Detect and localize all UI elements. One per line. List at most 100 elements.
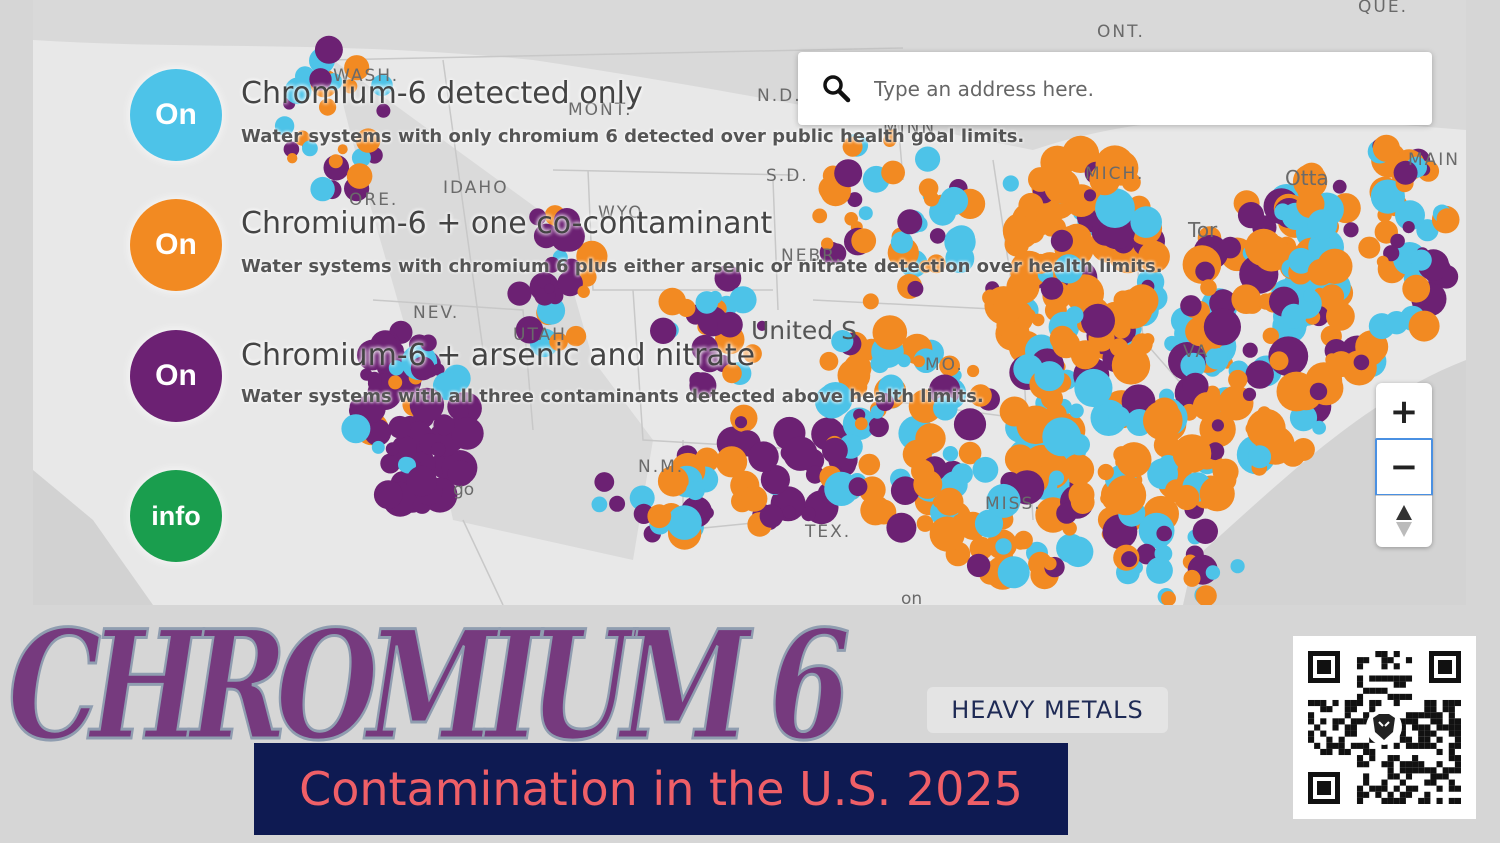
water-system-marker[interactable] xyxy=(1408,310,1440,342)
water-system-marker[interactable] xyxy=(1083,189,1097,202)
water-system-marker[interactable] xyxy=(1081,303,1115,338)
water-system-marker[interactable] xyxy=(890,231,914,254)
water-system-marker[interactable] xyxy=(1326,301,1355,331)
water-system-marker[interactable] xyxy=(1307,258,1335,286)
water-system-marker[interactable] xyxy=(890,476,920,506)
water-system-marker[interactable] xyxy=(916,515,934,532)
water-system-marker[interactable] xyxy=(1034,361,1065,392)
water-system-marker[interactable] xyxy=(507,281,532,306)
water-system-marker[interactable] xyxy=(851,228,877,254)
water-system-marker[interactable] xyxy=(373,480,403,510)
water-system-marker[interactable] xyxy=(1108,406,1131,429)
water-system-marker[interactable] xyxy=(344,55,370,81)
water-system-marker[interactable] xyxy=(1097,463,1114,481)
water-system-marker[interactable] xyxy=(760,465,791,495)
water-system-marker[interactable] xyxy=(886,512,917,543)
water-system-marker[interactable] xyxy=(1410,249,1432,271)
water-system-marker[interactable] xyxy=(1069,403,1084,419)
water-system-marker[interactable] xyxy=(872,315,908,350)
water-system-marker[interactable] xyxy=(748,441,779,473)
water-system-marker[interactable] xyxy=(367,376,382,391)
water-system-marker[interactable] xyxy=(343,79,358,94)
water-system-marker[interactable] xyxy=(848,477,868,497)
water-system-marker[interactable] xyxy=(743,344,762,364)
address-search-input[interactable] xyxy=(872,70,1416,108)
water-system-marker[interactable] xyxy=(969,384,992,407)
water-system-marker[interactable] xyxy=(1192,392,1222,421)
water-system-marker[interactable] xyxy=(695,291,719,314)
water-system-marker[interactable] xyxy=(1050,229,1073,252)
water-system-marker[interactable] xyxy=(966,553,991,578)
water-system-marker[interactable] xyxy=(939,186,969,216)
water-system-marker[interactable] xyxy=(915,423,946,454)
water-system-marker[interactable] xyxy=(453,404,469,420)
water-system-marker[interactable] xyxy=(734,416,748,429)
water-system-marker[interactable] xyxy=(1065,306,1084,325)
water-system-marker[interactable] xyxy=(1062,453,1095,486)
water-system-marker[interactable] xyxy=(729,286,757,314)
info-button[interactable]: info xyxy=(130,470,222,562)
water-system-marker[interactable] xyxy=(647,504,672,529)
water-system-marker[interactable] xyxy=(847,192,863,208)
water-system-marker[interactable] xyxy=(1402,274,1431,303)
water-system-marker[interactable] xyxy=(821,237,834,250)
water-system-marker[interactable] xyxy=(576,240,608,272)
water-system-marker[interactable] xyxy=(356,393,386,424)
water-system-marker[interactable] xyxy=(410,356,435,381)
water-system-marker[interactable] xyxy=(1291,438,1315,461)
water-system-marker[interactable] xyxy=(1242,387,1257,401)
water-system-marker[interactable] xyxy=(1230,559,1245,574)
water-system-marker[interactable] xyxy=(1180,352,1206,378)
zoom-in-button[interactable]: + xyxy=(1389,392,1419,432)
water-system-marker[interactable] xyxy=(1242,342,1258,358)
water-system-marker[interactable] xyxy=(302,140,318,157)
water-system-marker[interactable] xyxy=(544,283,555,294)
water-system-marker[interactable] xyxy=(1281,303,1307,329)
water-system-marker[interactable] xyxy=(351,148,371,168)
water-system-marker[interactable] xyxy=(609,495,626,512)
water-system-marker[interactable] xyxy=(337,144,348,155)
water-system-marker[interactable] xyxy=(958,441,982,465)
water-system-marker[interactable] xyxy=(1276,442,1297,463)
water-system-marker[interactable] xyxy=(722,363,742,384)
water-system-marker[interactable] xyxy=(364,419,392,446)
water-system-marker[interactable] xyxy=(328,154,343,169)
water-system-marker[interactable] xyxy=(897,209,923,235)
water-system-marker[interactable] xyxy=(1018,192,1044,218)
water-system-marker[interactable] xyxy=(862,293,879,310)
water-system-marker[interactable] xyxy=(430,442,446,457)
water-system-marker[interactable] xyxy=(929,516,965,552)
water-system-marker[interactable] xyxy=(986,483,1021,518)
water-system-marker[interactable] xyxy=(1219,236,1241,259)
water-system-marker[interactable] xyxy=(783,436,818,471)
toggle-chromium6-only[interactable]: On xyxy=(130,69,222,161)
water-system-marker[interactable] xyxy=(1332,179,1347,194)
water-system-marker[interactable] xyxy=(1065,274,1104,313)
water-system-marker[interactable] xyxy=(815,384,849,419)
water-system-marker[interactable] xyxy=(935,487,964,516)
water-system-marker[interactable] xyxy=(409,387,445,423)
water-system-marker[interactable] xyxy=(689,372,717,400)
water-system-marker[interactable] xyxy=(1116,442,1152,478)
water-system-marker[interactable] xyxy=(854,417,868,431)
water-system-marker[interactable] xyxy=(1343,222,1359,238)
water-system-marker[interactable] xyxy=(319,98,337,116)
water-system-marker[interactable] xyxy=(870,354,890,374)
water-system-marker[interactable] xyxy=(1303,288,1317,303)
water-system-marker[interactable] xyxy=(1062,536,1094,568)
water-system-marker[interactable] xyxy=(650,317,677,344)
water-system-marker[interactable] xyxy=(819,351,839,371)
water-system-marker[interactable] xyxy=(831,330,854,353)
water-system-marker[interactable] xyxy=(1156,525,1172,542)
water-system-marker[interactable] xyxy=(944,226,976,258)
water-system-marker[interactable] xyxy=(714,264,742,292)
water-system-marker[interactable] xyxy=(1095,188,1135,229)
water-system-marker[interactable] xyxy=(1195,585,1217,605)
water-system-marker[interactable] xyxy=(1049,470,1065,486)
water-system-marker[interactable] xyxy=(822,437,848,464)
water-system-marker[interactable] xyxy=(1370,179,1405,214)
water-system-marker[interactable] xyxy=(1212,458,1231,477)
water-system-marker[interactable] xyxy=(824,471,859,506)
water-system-marker[interactable] xyxy=(1031,313,1045,327)
water-system-marker[interactable] xyxy=(1312,420,1326,435)
